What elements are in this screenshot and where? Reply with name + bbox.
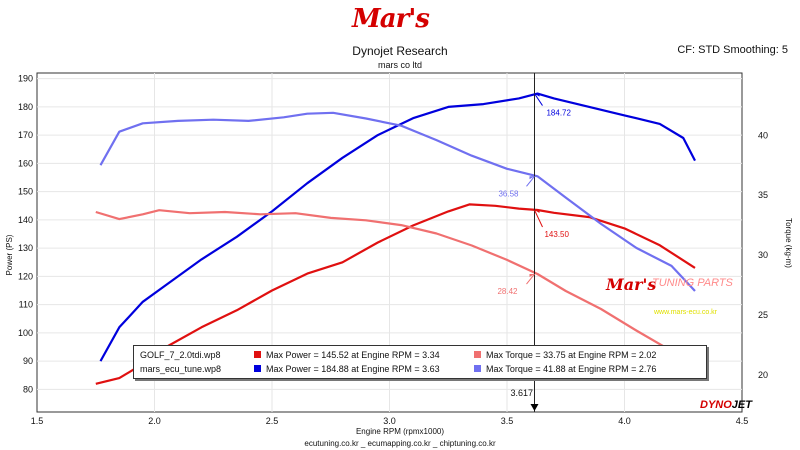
x-tick-label: 3.0 bbox=[383, 416, 396, 426]
series-line-torque-stock bbox=[95, 209, 696, 370]
cursor-marker-label: 28.42 bbox=[497, 287, 518, 296]
cursor-marker-leader bbox=[534, 93, 543, 106]
y-left-tick-label: 160 bbox=[18, 158, 33, 168]
watermark-text: TUNING PARTS bbox=[652, 277, 733, 289]
footer-links: ecutuning.co.kr _ ecumapping.co.kr _ chi… bbox=[304, 439, 496, 448]
series-line-power-stock bbox=[95, 203, 696, 385]
x-tick-label: 1.5 bbox=[31, 416, 44, 426]
legend-swatch-power-tuned bbox=[254, 365, 261, 372]
y-right-tick-label: 40 bbox=[758, 130, 768, 140]
y-left-tick-label: 100 bbox=[18, 328, 33, 338]
legend-swatch-torque-tuned bbox=[474, 365, 481, 372]
y-left-tick-label: 190 bbox=[18, 74, 33, 84]
series-lines bbox=[95, 92, 696, 385]
legend-swatch-torque-stock bbox=[474, 351, 481, 358]
y-left-tick-label: 120 bbox=[18, 271, 33, 281]
y-left-tick-label: 110 bbox=[19, 300, 33, 310]
watermark-url: www.mars-ecu.co.kr bbox=[654, 309, 718, 316]
cursor-marker-arrow bbox=[534, 93, 540, 97]
cursor-marker-label: 36.58 bbox=[498, 189, 519, 198]
y-left-tick-label: 80 bbox=[23, 384, 33, 394]
correction-factor-label: CF: STD Smoothing: 5 bbox=[677, 44, 788, 56]
cursor-marker-label: 143.50 bbox=[544, 230, 569, 239]
legend-power-tuned: Max Power = 184.88 at Engine RPM = 3.63 bbox=[266, 364, 440, 374]
cursor-marker-leader bbox=[526, 175, 535, 187]
cursor-marker-leader bbox=[526, 273, 535, 285]
y-left-tick-label: 180 bbox=[18, 102, 33, 112]
legend-power-stock: Max Power = 145.52 at Engine RPM = 3.34 bbox=[266, 350, 440, 360]
axis-ticks: 1.5 2.0 2.5 3.0 3.5 4.0 4.5 80 90 100 110 120 130 140… bbox=[18, 74, 768, 426]
legend-file-tuned: mars_ecu_tune.wp8 bbox=[140, 364, 222, 374]
cursor-handle[interactable] bbox=[530, 404, 539, 411]
chart-subtitle: mars co ltd bbox=[377, 60, 422, 70]
cursor-marker-arrow bbox=[534, 210, 540, 214]
y-left-tick-label: 90 bbox=[23, 356, 33, 366]
y-left-tick-label: 150 bbox=[18, 187, 33, 197]
y-left-tick-label: 140 bbox=[18, 215, 33, 225]
y-right-tick-label: 25 bbox=[758, 310, 768, 320]
legend-torque-stock: Max Torque = 33.75 at Engine RPM = 2.02 bbox=[486, 350, 657, 360]
y-axis-right-title: Torque (kg-m) bbox=[784, 218, 793, 268]
brand-logo: Mar's bbox=[352, 4, 430, 34]
y-axis-left-title: Power (PS) bbox=[5, 234, 14, 275]
y-right-tick-label: 35 bbox=[758, 190, 768, 200]
y-left-tick-label: 170 bbox=[18, 130, 33, 140]
legend-box: GOLF_7_2.0tdi.wp8 Max Power = 145.52 at … bbox=[133, 345, 707, 379]
dynojet-brand: DYNOJET bbox=[700, 399, 752, 411]
x-tick-label: 4.0 bbox=[618, 416, 631, 426]
y-right-tick-label: 20 bbox=[758, 370, 768, 380]
x-axis-title: Engine RPM (rpmx1000) bbox=[355, 427, 445, 436]
x-tick-label: 2.5 bbox=[266, 416, 279, 426]
series-line-torque-tuned bbox=[99, 111, 696, 292]
x-tick-label: 4.5 bbox=[736, 416, 749, 426]
legend-swatch-power-stock bbox=[254, 351, 261, 358]
y-right-tick-label: 30 bbox=[758, 250, 768, 260]
y-left-tick-label: 130 bbox=[18, 243, 33, 253]
cursor-marker-arrow bbox=[529, 176, 535, 180]
watermark-logo: Mar's bbox=[606, 275, 657, 294]
cursor-marker-leader bbox=[534, 209, 543, 228]
dynojet-brand-part2: JET bbox=[731, 399, 752, 411]
cursor-marker-arrow bbox=[529, 274, 535, 278]
chart-title: Dynojet Research bbox=[352, 44, 448, 58]
x-tick-label: 2.0 bbox=[148, 416, 161, 426]
x-tick-label: 3.5 bbox=[501, 416, 514, 426]
dynojet-brand-part1: DYNO bbox=[700, 399, 732, 411]
legend-torque-tuned: Max Torque = 41.88 at Engine RPM = 2.76 bbox=[486, 364, 657, 374]
cursor-marker-label: 184.72 bbox=[546, 109, 571, 118]
legend-file-stock: GOLF_7_2.0tdi.wp8 bbox=[140, 350, 221, 360]
cursor-rpm-label: 3.617 bbox=[510, 388, 533, 398]
series-line-power-tuned bbox=[99, 92, 696, 362]
